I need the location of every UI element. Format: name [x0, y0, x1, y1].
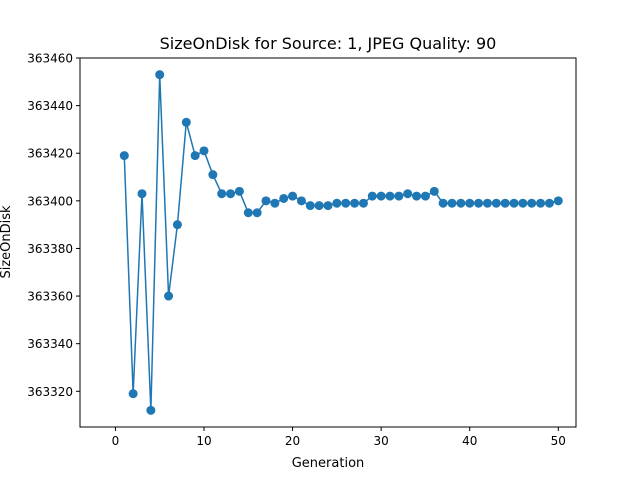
data-point [128, 389, 138, 399]
y-tick-label: 363360 [27, 290, 73, 304]
data-point [226, 189, 236, 199]
data-point [456, 198, 466, 208]
data-point [403, 189, 413, 199]
data-point [482, 198, 492, 208]
data-point [243, 208, 253, 218]
data-point [199, 146, 209, 156]
data-point [261, 196, 271, 206]
y-tick-label: 363420 [27, 147, 73, 161]
x-axis-label: Generation [292, 456, 365, 471]
data-point [164, 291, 174, 301]
y-axis-ticks: 363320 363340 363360 363380 363400 363420 3634… [27, 52, 80, 399]
data-point [394, 191, 404, 201]
data-point [474, 198, 484, 208]
data-point [536, 198, 546, 208]
data-point [332, 198, 342, 208]
x-tick-label: 20 [285, 434, 300, 448]
chart-title: SizeOnDisk for Source: 1, JPEG Quality: … [160, 34, 497, 53]
data-point [208, 170, 218, 180]
x-tick-label: 0 [112, 434, 120, 448]
data-point [279, 193, 289, 203]
y-axis-label: SizeOnDisk [0, 205, 14, 279]
data-point [447, 198, 457, 208]
data-point [190, 151, 200, 161]
data-point [323, 201, 333, 211]
x-tick-label: 50 [551, 434, 566, 448]
data-point [376, 191, 386, 201]
x-tick-label: 40 [462, 434, 477, 448]
data-point [137, 189, 147, 199]
data-point [438, 198, 448, 208]
data-point [385, 191, 395, 201]
data-point [155, 70, 165, 80]
y-tick-label: 363340 [27, 337, 73, 351]
y-tick-label: 363320 [27, 385, 73, 399]
data-point [412, 191, 422, 201]
data-point [500, 198, 510, 208]
data-point [270, 198, 280, 208]
data-point [296, 196, 306, 206]
y-tick-label: 363440 [27, 99, 73, 113]
x-tick-label: 10 [196, 434, 211, 448]
data-point [172, 220, 182, 230]
data-point [429, 186, 439, 196]
y-tick-label: 363380 [27, 242, 73, 256]
data-point [234, 186, 244, 196]
y-tick-label: 363460 [27, 52, 73, 66]
data-point [358, 198, 368, 208]
data-point [217, 189, 227, 199]
data-point [305, 201, 315, 211]
x-tick-label: 30 [374, 434, 389, 448]
data-point [465, 198, 475, 208]
data-point [509, 198, 519, 208]
data-point [518, 198, 528, 208]
x-axis-ticks: 0 10 20 30 40 50 [112, 427, 566, 448]
data-point [119, 151, 129, 161]
y-tick-label: 363400 [27, 194, 73, 208]
data-point [491, 198, 501, 208]
data-point [252, 208, 262, 218]
data-point [146, 405, 156, 415]
data-point [341, 198, 351, 208]
data-point [367, 191, 377, 201]
data-point [544, 198, 554, 208]
data-point [314, 201, 324, 211]
data-point [181, 117, 191, 127]
plot-area-frame [79, 57, 577, 428]
data-points [119, 70, 563, 415]
data-point [288, 191, 298, 201]
data-point [420, 191, 430, 201]
data-point [350, 198, 360, 208]
data-point [527, 198, 537, 208]
data-point [553, 196, 563, 206]
